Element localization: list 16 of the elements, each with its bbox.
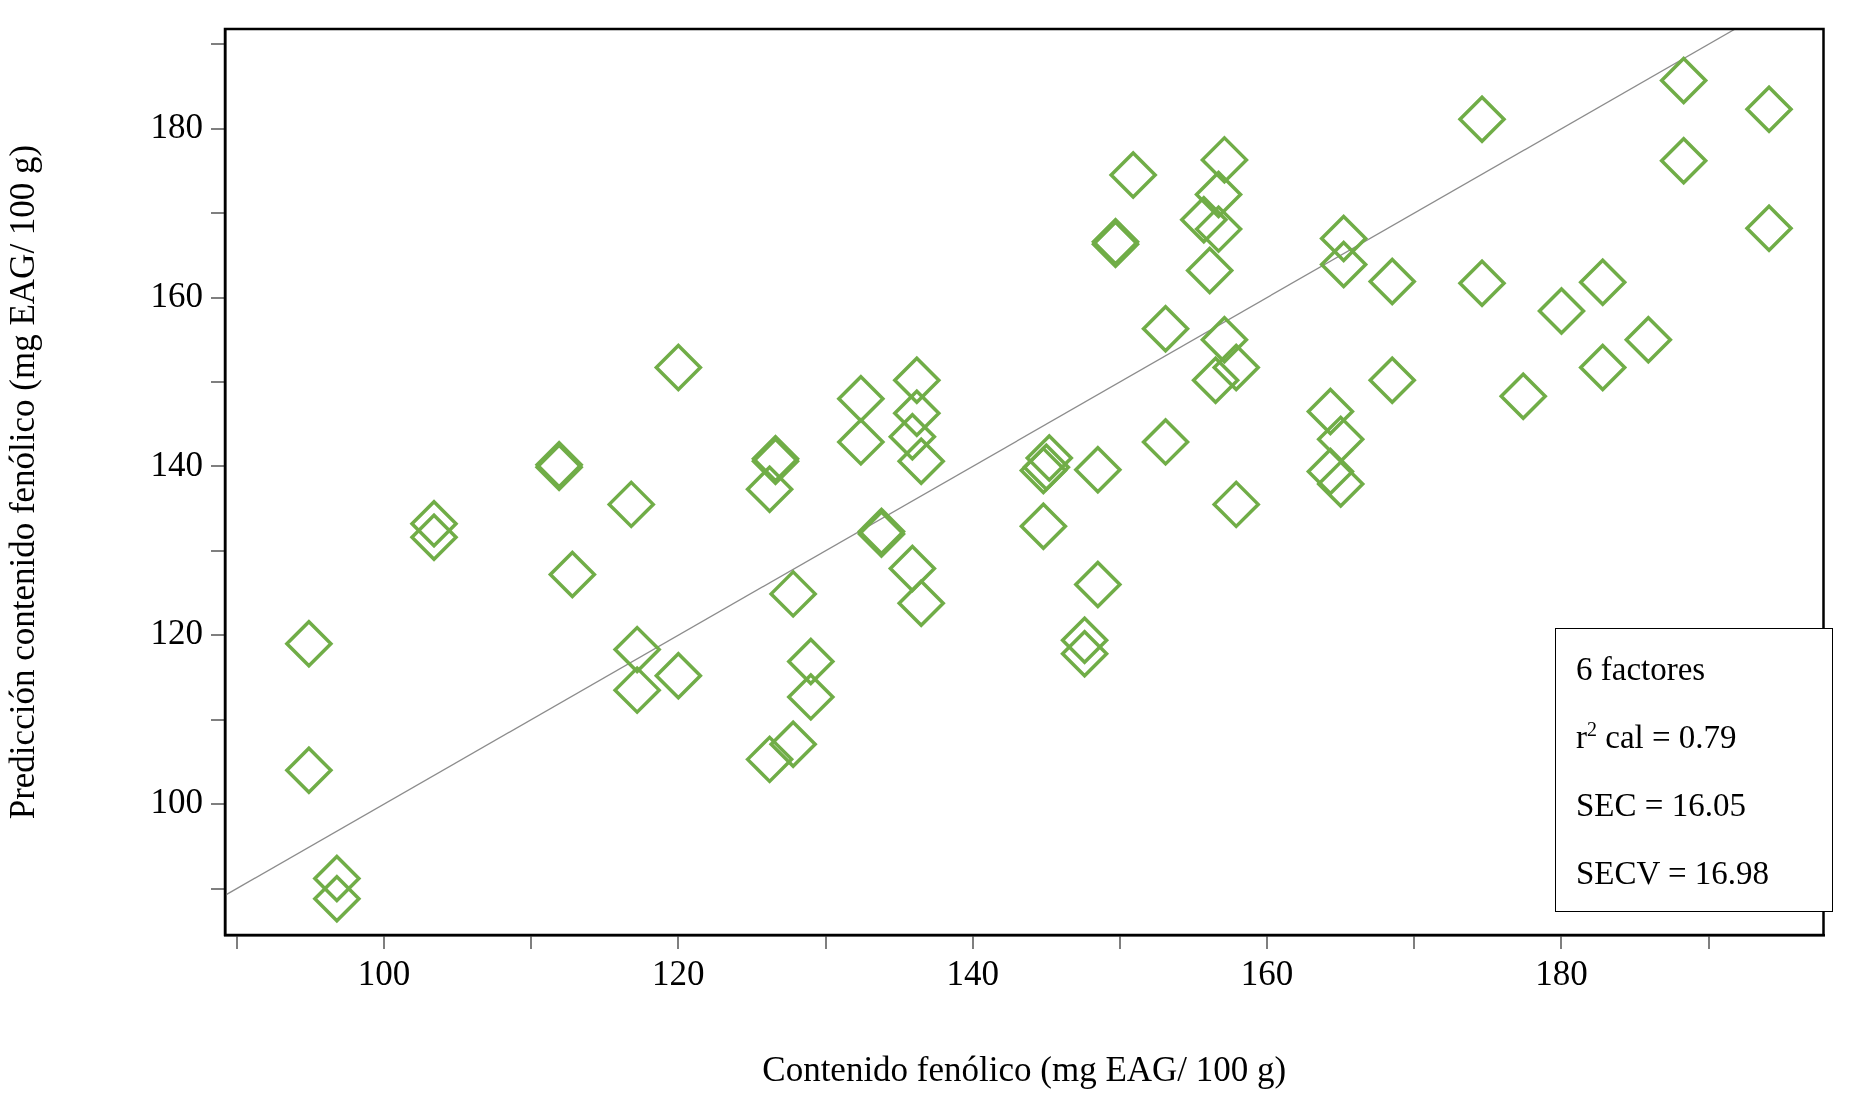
y-tick-label: 140 <box>150 444 203 484</box>
x-tick-label: 140 <box>946 954 999 994</box>
annotation: r$^{2}$ cal = 0.79 <box>1576 717 1738 757</box>
y-tick-label: 120 <box>150 613 203 653</box>
annotation: SEC = 16.05 <box>1576 786 1747 825</box>
annotation: 6 factores <box>1576 650 1707 689</box>
x-axis-title: Contenido fenólico (mg EAG/ 100 g) <box>762 1050 1287 1090</box>
x-tick-label: 120 <box>652 954 705 994</box>
x-tick-label: 160 <box>1240 954 1294 994</box>
y-tick-label: 100 <box>150 782 203 822</box>
annotation: SECV = 16.98 <box>1576 854 1771 893</box>
y-tick-label: 180 <box>150 106 203 146</box>
y-tick-label: 160 <box>150 275 203 315</box>
x-tick-label: 100 <box>357 954 411 994</box>
x-tick-label: 180 <box>1535 954 1588 994</box>
y-axis-title: Predicción contenido fenólico (mg EAG/ 100 g) <box>3 144 43 820</box>
